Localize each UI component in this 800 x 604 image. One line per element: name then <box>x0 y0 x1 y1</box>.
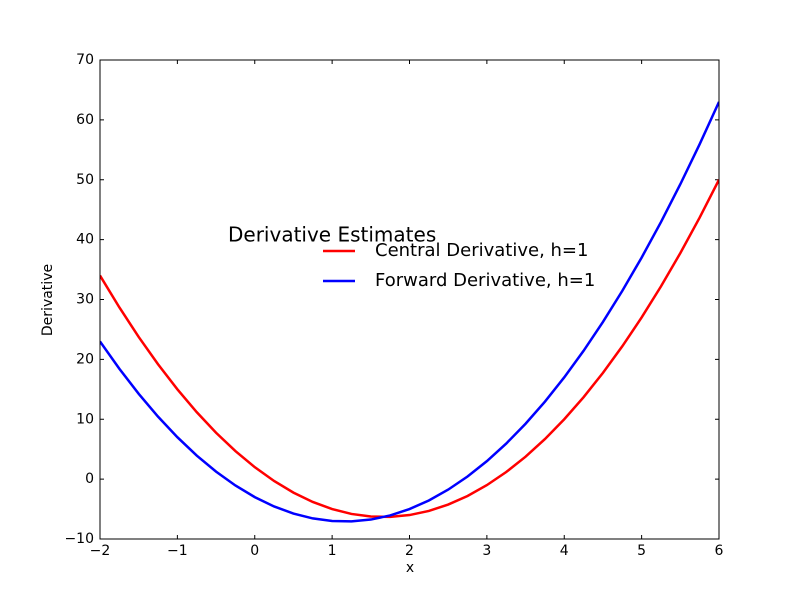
y-tick-label: 40 <box>76 232 94 248</box>
legend-title: Derivative Estimates <box>228 223 436 247</box>
x-tick-label: 6 <box>715 543 724 559</box>
x-tick-label: −2 <box>90 543 111 559</box>
legend-label: Central Derivative, h=1 <box>375 240 588 261</box>
y-tick-label: 60 <box>76 112 94 128</box>
y-tick-label: 70 <box>76 52 94 68</box>
y-tick-label: 0 <box>85 471 94 487</box>
x-tick-label: 5 <box>637 543 646 559</box>
y-tick-label: 10 <box>76 411 94 427</box>
x-tick-label: 2 <box>405 543 414 559</box>
x-axis-label: x <box>406 560 414 576</box>
plot-frame <box>99 59 720 540</box>
y-axis-label: Derivative <box>40 264 56 336</box>
line <box>100 101 719 523</box>
line <box>100 179 719 519</box>
y-tick-label: −10 <box>64 531 94 547</box>
x-tick-label: 0 <box>250 543 259 559</box>
y-tick-label: 30 <box>76 292 94 308</box>
y-tick-label: 20 <box>76 351 94 367</box>
x-tick-label: 3 <box>482 543 491 559</box>
x-tick-label: −1 <box>167 543 188 559</box>
x-tick-label: 1 <box>328 543 337 559</box>
legend-label: Forward Derivative, h=1 <box>375 270 595 291</box>
x-tick-label: 4 <box>560 543 569 559</box>
y-tick-label: 50 <box>76 172 94 188</box>
